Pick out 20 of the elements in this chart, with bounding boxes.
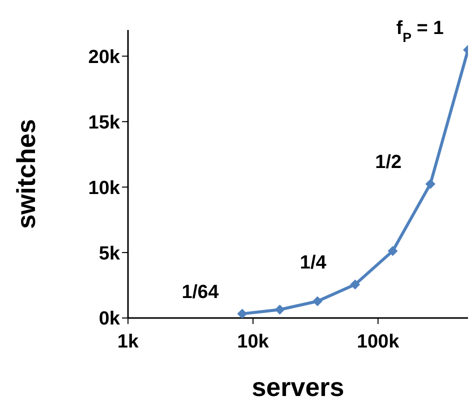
- y-tick-label: 10k: [88, 178, 120, 199]
- x-tick-label: 10k: [237, 331, 270, 352]
- x-tick-label: 1k: [117, 331, 139, 352]
- point: [425, 178, 436, 189]
- annotation: 1/4: [300, 252, 327, 274]
- annotation: 1/64: [182, 282, 220, 303]
- x-axis-title: servers: [252, 372, 344, 402]
- annotation: 1/2: [375, 152, 402, 173]
- y-axis-title: switches: [11, 119, 42, 229]
- y-tick-label: 5k: [98, 243, 120, 264]
- point: [350, 279, 360, 290]
- annotation: f$_{P}$ = 1: [396, 18, 444, 44]
- point: [237, 308, 248, 318]
- point: [274, 304, 285, 315]
- point: [388, 246, 398, 256]
- y-tick-label: 15k: [88, 112, 120, 134]
- y-tick-label: 20k: [88, 46, 120, 68]
- y-tick-label: 0k: [98, 308, 120, 330]
- x-tick-label: 100k: [356, 331, 400, 352]
- point: [312, 296, 322, 306]
